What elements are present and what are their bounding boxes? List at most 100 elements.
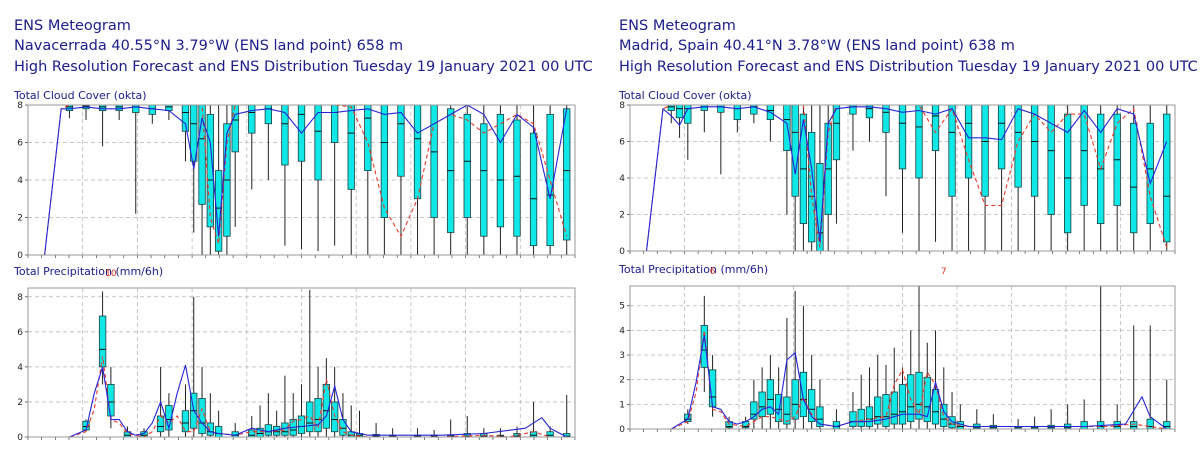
y-tick-label: 4: [17, 176, 23, 186]
precip-panel-title: Total Precipitation (mm/6h): [618, 263, 768, 276]
box: [717, 104, 725, 113]
box: [1047, 424, 1055, 430]
box: [181, 410, 190, 433]
box: [115, 104, 123, 112]
box: [297, 415, 306, 434]
box: [923, 376, 931, 423]
box: [546, 113, 554, 247]
box: [248, 104, 256, 134]
ens-mean-line: [630, 335, 1168, 430]
box: [750, 401, 758, 420]
y-tick-label: 4: [619, 174, 625, 184]
box: [733, 104, 741, 120]
box: [849, 411, 857, 427]
precipitation-plot: 0 2 4 6 8 10: [17, 269, 576, 443]
box: [1080, 421, 1088, 430]
y-tick-label: 0: [619, 425, 625, 435]
box: [1014, 104, 1022, 188]
y-tick-label: 0: [17, 433, 23, 443]
y-tick-label: 2: [17, 398, 23, 408]
box: [700, 104, 708, 111]
y-tick-label: 1: [619, 400, 625, 410]
meteogram-navacerrada: ENS Meteogram Navacerrada 40.55°N 3.79°W…: [13, 18, 593, 443]
box: [783, 396, 791, 425]
box: [480, 123, 488, 237]
cloud-cover-plot: 0 2 4 6 8: [619, 101, 1176, 257]
box: [281, 104, 289, 166]
box: [1130, 421, 1138, 430]
box: [890, 391, 898, 425]
forecast-label: High Resolution Forecast and ENS Distrib…: [619, 59, 1198, 75]
outlier-value-label: 6: [710, 267, 716, 277]
cloud-panel-title: Total Cloud Cover (okta): [13, 89, 147, 102]
box: [758, 391, 766, 418]
meteogram-panels: Total Cloud Cover (okta) Total Precipita…: [618, 89, 1176, 435]
y-tick-label: 8: [17, 293, 23, 303]
y-tick-label: 2: [17, 214, 23, 224]
box: [989, 424, 997, 430]
plot-frame: [27, 287, 576, 438]
y-tick-label: 4: [619, 326, 625, 336]
box: [948, 104, 956, 197]
box: [463, 113, 471, 218]
location-label: Madrid, Spain 40.41°N 3.78°W (ENS land p…: [619, 38, 1015, 54]
ens-mean-line: [28, 364, 567, 438]
box: [214, 426, 223, 438]
plot-frame: [27, 104, 576, 256]
box: [132, 104, 140, 113]
box: [931, 389, 940, 425]
box: [529, 132, 538, 247]
y-tick-label: 8: [17, 101, 23, 111]
precipitation-plot: 0 1 2 3 4 5 6 7: [619, 267, 1176, 435]
hres-line: [28, 356, 567, 438]
box: [675, 104, 684, 119]
box: [314, 398, 322, 433]
box: [898, 104, 907, 170]
box: [783, 104, 791, 152]
outlier-value-label: 10: [105, 269, 117, 279]
y-tick-label: 8: [619, 101, 625, 111]
box: [98, 104, 107, 112]
forecast-label: High Resolution Forecast and ENS Distrib…: [14, 59, 593, 75]
box: [1080, 104, 1088, 206]
y-tick-label: 0: [619, 247, 625, 257]
box: [156, 415, 165, 433]
box: [214, 170, 223, 252]
box: [882, 394, 890, 427]
box: [248, 429, 256, 438]
y-tick-label: 6: [17, 139, 23, 149]
y-tick-label: 6: [17, 328, 23, 338]
box: [791, 379, 799, 420]
location-label: Navacerrada 40.55°N 3.79°W (ENS land poi…: [14, 38, 404, 54]
y-tick-label: 6: [619, 138, 625, 148]
box: [1146, 122, 1154, 225]
box: [667, 104, 675, 111]
box: [774, 394, 783, 423]
box: [347, 104, 355, 190]
box: [931, 104, 940, 152]
box: [107, 384, 115, 417]
box: [1130, 122, 1138, 234]
box: [981, 104, 989, 197]
box: [898, 384, 907, 425]
box: [915, 104, 923, 179]
box: [1146, 418, 1154, 430]
cloud-cover-plot: 0 2 4 6 8: [17, 101, 576, 261]
meteogram-madrid: ENS Meteogram Madrid, Spain 40.41°N 3.78…: [605, 0, 1200, 467]
box: [413, 104, 422, 200]
box: [430, 104, 438, 218]
meteogram-panels: Total Cloud Cover (okta) Total Precipita…: [13, 89, 576, 443]
box: [264, 104, 272, 125]
box: [513, 119, 521, 237]
y-tick-label: 4: [17, 363, 23, 373]
box: [165, 104, 173, 112]
meteogram-title: ENS Meteogram: [14, 18, 131, 34]
box: [799, 371, 808, 418]
box: [198, 398, 206, 434]
cloud-panel-title: Total Cloud Cover (okta): [618, 89, 752, 102]
box: [857, 408, 865, 427]
box: [314, 104, 322, 181]
plot-frame: [629, 285, 1176, 430]
box: [997, 104, 1006, 170]
box: [766, 379, 775, 415]
